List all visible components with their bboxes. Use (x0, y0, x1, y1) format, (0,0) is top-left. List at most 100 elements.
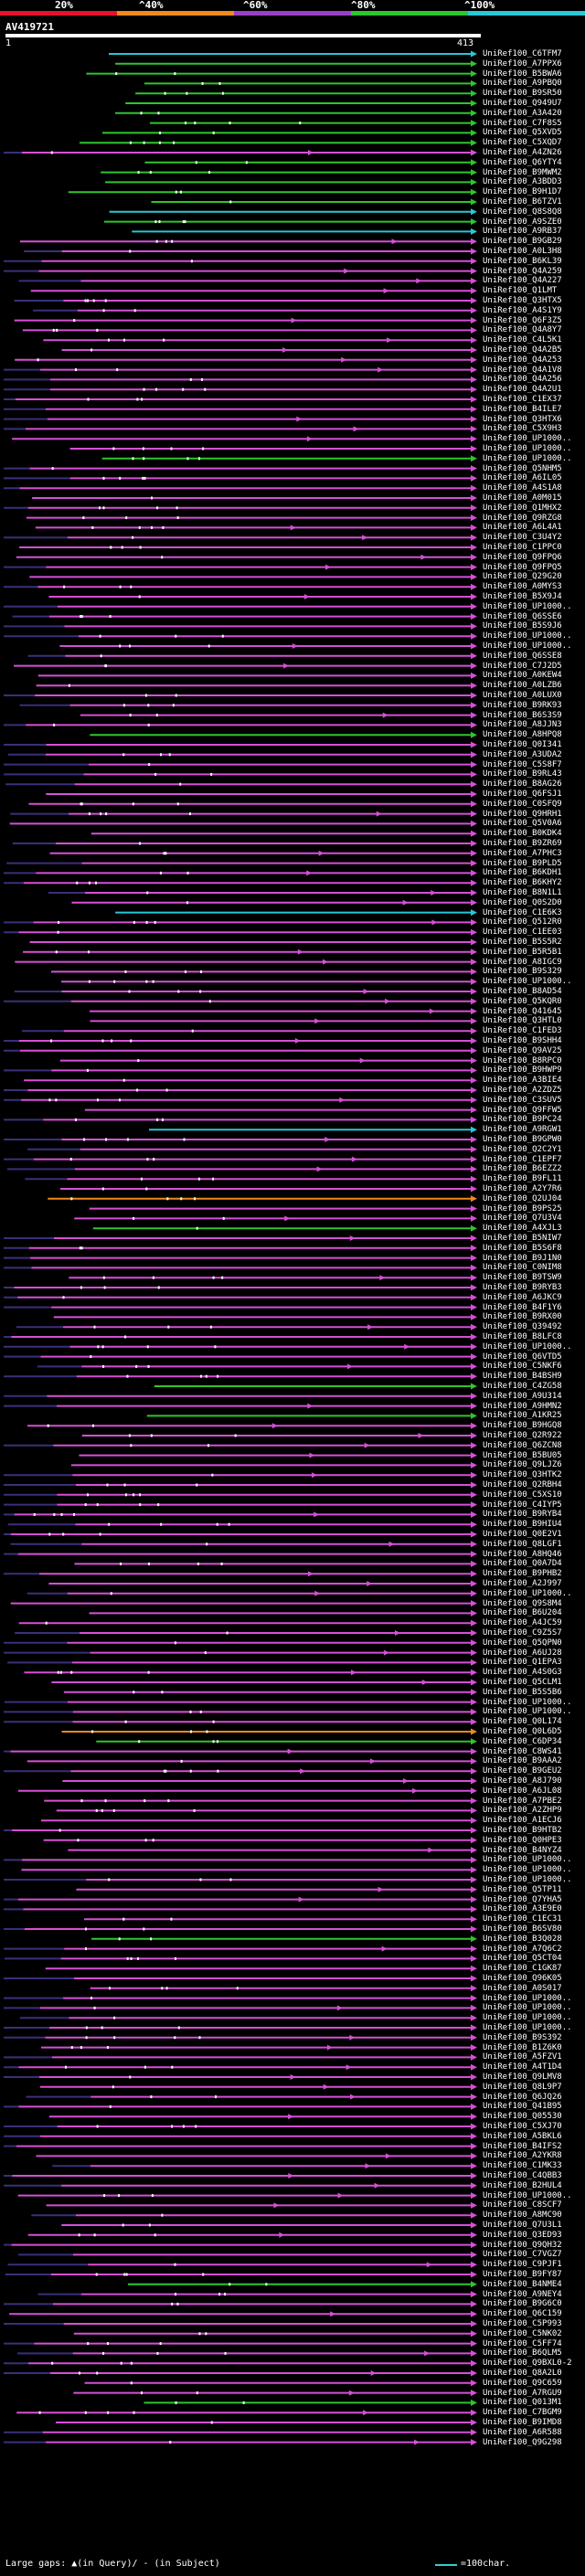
hit-label[interactable]: UniRef100_C5XQD7 (483, 138, 562, 148)
hit-track[interactable] (33, 307, 477, 314)
hit-track[interactable] (74, 1560, 477, 1567)
hit-track[interactable] (4, 1501, 477, 1509)
hit-label[interactable]: UniRef100_A0LUX0 (483, 691, 562, 700)
hit-label[interactable]: UniRef100_Q05530 (483, 2112, 562, 2122)
hit-label[interactable]: UniRef100_Q39492 (483, 1322, 562, 1332)
hit-label[interactable]: UniRef100_Q3HTK2 (483, 1470, 562, 1480)
hit-track[interactable] (4, 1471, 477, 1479)
hit-label[interactable]: UniRef100_Q5QPN0 (483, 1638, 562, 1648)
hit-label[interactable]: UniRef100_Q4A227 (483, 276, 562, 286)
hit-track[interactable] (16, 1323, 477, 1330)
hit-track[interactable] (4, 1708, 477, 1715)
hit-track[interactable] (4, 1748, 477, 1755)
hit-track[interactable] (74, 1214, 477, 1222)
hit-label[interactable]: UniRef100_Q4A2B5 (483, 345, 562, 355)
hit-label[interactable]: UniRef100_B6S3S9 (483, 710, 562, 720)
hit-label[interactable]: UniRef100_C5X9H3 (483, 424, 562, 434)
hit-track[interactable] (4, 998, 477, 1005)
hit-track[interactable] (79, 1452, 477, 1459)
hit-track[interactable] (4, 1403, 477, 1410)
hit-track[interactable] (4, 2320, 477, 2327)
hit-label[interactable]: UniRef100_Q4A8Y7 (483, 325, 562, 335)
hit-track[interactable] (4, 1896, 477, 1903)
hit-track[interactable] (27, 1422, 477, 1429)
hit-track[interactable] (68, 1847, 477, 1854)
hit-track[interactable] (56, 1807, 477, 1814)
hit-label[interactable]: UniRef100_UP1000.. (483, 1855, 572, 1865)
hit-label[interactable]: UniRef100_Q4A2U1 (483, 385, 562, 395)
hit-label[interactable]: UniRef100_B9FY87 (483, 2270, 562, 2279)
hit-label[interactable]: UniRef100_Q41645 (483, 1006, 562, 1016)
hit-track[interactable] (4, 2340, 477, 2348)
hit-track[interactable] (4, 149, 477, 156)
hit-label[interactable]: UniRef100_C8SCF7 (483, 2200, 562, 2210)
hit-label[interactable]: UniRef100_Q29G20 (483, 572, 562, 582)
hit-label[interactable]: UniRef100_Q3HTX6 (483, 414, 562, 424)
hit-label[interactable]: UniRef100_B9HWP9 (483, 1065, 562, 1076)
hit-track[interactable] (90, 731, 477, 738)
hit-label[interactable]: UniRef100_UP1000.. (483, 1697, 572, 1707)
hit-track[interactable] (4, 1639, 477, 1647)
hit-label[interactable]: UniRef100_Q013M1 (483, 2398, 562, 2408)
hit-label[interactable]: UniRef100_Q0I341 (483, 740, 562, 749)
hit-track[interactable] (7, 1521, 477, 1528)
hit-track[interactable] (132, 228, 477, 235)
hit-label[interactable]: UniRef100_UP1000.. (483, 434, 572, 444)
hit-track[interactable] (43, 336, 477, 344)
hit-track[interactable] (22, 326, 477, 334)
hit-track[interactable] (19, 2014, 477, 2021)
hit-label[interactable]: UniRef100_B9HGQ8 (483, 1421, 562, 1431)
hit-label[interactable]: UniRef100_A8HPQ8 (483, 730, 562, 740)
hit-label[interactable]: UniRef100_C5P993 (483, 2319, 562, 2328)
hit-track[interactable] (44, 1797, 477, 1805)
hit-label[interactable]: UniRef100_C7BGM9 (483, 2408, 562, 2418)
hit-track[interactable] (14, 988, 477, 995)
hit-track[interactable] (37, 1362, 477, 1370)
hit-label[interactable]: UniRef100_A9NEY4 (483, 2289, 562, 2299)
hit-label[interactable]: UniRef100_Q9C659 (483, 2378, 562, 2388)
hit-label[interactable]: UniRef100_Q3ED93 (483, 2230, 562, 2240)
hit-track[interactable] (84, 1915, 477, 1923)
hit-track[interactable] (4, 1136, 477, 1143)
hit-track[interactable] (37, 2291, 477, 2298)
hit-label[interactable]: UniRef100_B9S392 (483, 2032, 562, 2042)
hit-track[interactable] (7, 2261, 477, 2268)
hit-track[interactable] (144, 80, 477, 87)
hit-label[interactable]: UniRef100_C1EC31 (483, 1914, 562, 1924)
hit-track[interactable] (4, 928, 477, 936)
hit-label[interactable]: UniRef100_Q3HTL0 (483, 1016, 562, 1026)
hit-track[interactable] (4, 1353, 477, 1361)
hit-label[interactable]: UniRef100_A9HMN2 (483, 1401, 562, 1411)
hit-track[interactable] (12, 613, 477, 620)
hit-track[interactable] (27, 2231, 477, 2239)
hit-track[interactable] (4, 1156, 477, 1163)
hit-track[interactable] (115, 110, 477, 117)
hit-label[interactable]: UniRef100_UP1000.. (483, 601, 572, 611)
hit-track[interactable] (45, 1965, 477, 1972)
hit-track[interactable] (60, 978, 477, 985)
hit-track[interactable] (52, 2162, 477, 2169)
hit-track[interactable] (4, 622, 477, 630)
hit-label[interactable]: UniRef100_Q1EPA3 (483, 1658, 562, 1668)
hit-track[interactable] (4, 2143, 477, 2150)
hit-label[interactable]: UniRef100_Q512R0 (483, 917, 562, 928)
hit-label[interactable]: UniRef100_Q5CLM1 (483, 1678, 562, 1687)
hit-track[interactable] (4, 761, 477, 769)
hit-label[interactable]: UniRef100_UP1000.. (483, 1588, 572, 1598)
hit-label[interactable]: UniRef100_Q0E2V1 (483, 1530, 562, 1539)
hit-label[interactable]: UniRef100_Q9HRH1 (483, 809, 562, 819)
hit-track[interactable] (125, 100, 477, 107)
hit-track[interactable] (4, 1491, 477, 1499)
hit-track[interactable] (4, 2439, 477, 2446)
hit-label[interactable]: UniRef100_B9SHH4 (483, 1036, 562, 1045)
hit-label[interactable]: UniRef100_B9TSW9 (483, 1273, 562, 1283)
hit-track[interactable] (101, 129, 477, 136)
hit-label[interactable]: UniRef100_C1EE03 (483, 928, 562, 938)
hit-label[interactable]: UniRef100_B8N1L1 (483, 888, 562, 897)
hit-track[interactable] (35, 524, 477, 531)
hit-track[interactable] (4, 583, 477, 590)
hit-label[interactable]: UniRef100_A4S1A8 (483, 483, 562, 493)
hit-track[interactable] (4, 1373, 477, 1380)
hit-label[interactable]: UniRef100_A0MYS3 (483, 582, 562, 592)
hit-track[interactable] (48, 889, 477, 896)
